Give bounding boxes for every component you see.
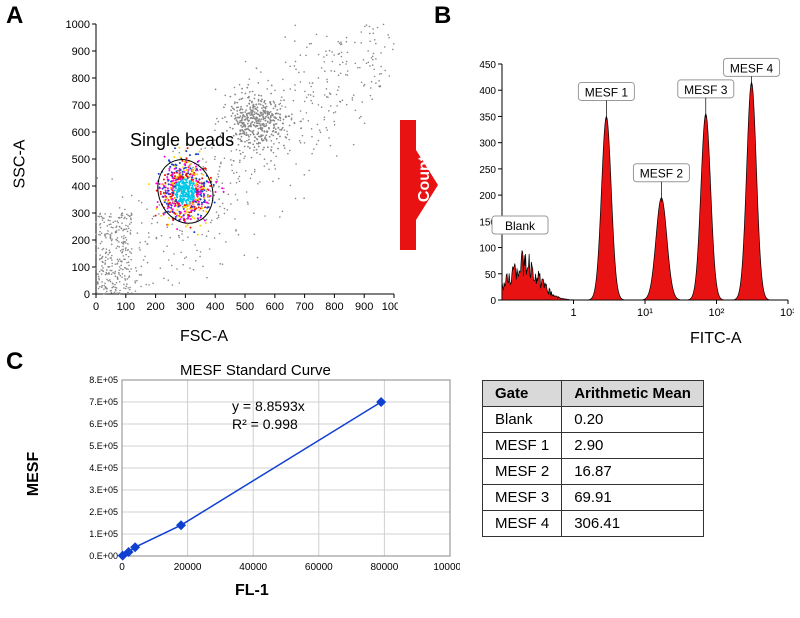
svg-text:450: 450 bbox=[479, 60, 496, 71]
svg-text:MESF 2: MESF 2 bbox=[640, 167, 684, 181]
svg-text:8.E+05: 8.E+05 bbox=[89, 375, 118, 385]
results-table: GateArithmetic MeanBlank0.20MESF 12.90ME… bbox=[482, 380, 704, 537]
table-header: Arithmetic Mean bbox=[562, 381, 704, 407]
svg-text:600: 600 bbox=[266, 301, 284, 313]
table-cell: MESF 4 bbox=[483, 511, 562, 537]
table-cell: 16.87 bbox=[562, 459, 704, 485]
panel-b: 050100150200250300350400450110¹10²10³Bla… bbox=[470, 14, 794, 324]
svg-text:0: 0 bbox=[119, 562, 125, 573]
svg-text:400: 400 bbox=[72, 181, 90, 193]
svg-text:1000: 1000 bbox=[382, 301, 398, 313]
table-cell: 0.20 bbox=[562, 407, 704, 433]
table-row: MESF 216.87 bbox=[483, 459, 704, 485]
svg-text:500: 500 bbox=[236, 301, 254, 313]
svg-text:4.E+05: 4.E+05 bbox=[89, 463, 118, 473]
svg-text:200: 200 bbox=[479, 191, 496, 202]
panel-a-x-axis-label: FSC-A bbox=[180, 328, 228, 346]
svg-text:20000: 20000 bbox=[174, 562, 202, 573]
svg-text:1.E+05: 1.E+05 bbox=[89, 529, 118, 539]
svg-text:350: 350 bbox=[479, 112, 496, 123]
panel-c-y-axis-label: MESF bbox=[25, 452, 43, 496]
svg-text:100000: 100000 bbox=[433, 562, 460, 573]
svg-text:MESF 3: MESF 3 bbox=[684, 83, 728, 97]
panel-a: 0 100 200 300 400 500 600 700 800 900 1000 0 100 200 3… bbox=[58, 18, 398, 318]
svg-text:5.E+05: 5.E+05 bbox=[89, 441, 118, 451]
svg-text:900: 900 bbox=[72, 46, 90, 58]
panel-c-label: C bbox=[6, 348, 23, 376]
svg-text:10¹: 10¹ bbox=[637, 307, 653, 319]
svg-text:10³: 10³ bbox=[780, 307, 794, 319]
panel-a-gate-label: Single beads bbox=[130, 130, 234, 151]
svg-text:200: 200 bbox=[146, 301, 164, 313]
svg-text:3.E+05: 3.E+05 bbox=[89, 485, 118, 495]
svg-text:50: 50 bbox=[485, 270, 497, 281]
svg-text:0: 0 bbox=[490, 296, 496, 307]
table-row: MESF 12.90 bbox=[483, 433, 704, 459]
table-cell: Blank bbox=[483, 407, 562, 433]
svg-text:40000: 40000 bbox=[239, 562, 267, 573]
panel-b-label: B bbox=[434, 2, 451, 30]
svg-text:80000: 80000 bbox=[370, 562, 398, 573]
svg-text:10²: 10² bbox=[709, 307, 725, 319]
svg-text:200: 200 bbox=[72, 235, 90, 247]
svg-text:MESF 4: MESF 4 bbox=[730, 61, 774, 75]
table-cell: MESF 2 bbox=[483, 459, 562, 485]
svg-text:300: 300 bbox=[176, 301, 194, 313]
table-cell: 306.41 bbox=[562, 511, 704, 537]
svg-text:100: 100 bbox=[117, 301, 135, 313]
svg-text:2.E+05: 2.E+05 bbox=[89, 507, 118, 517]
svg-text:1000: 1000 bbox=[66, 19, 90, 31]
arrow-label: Count bbox=[416, 156, 434, 202]
svg-text:100: 100 bbox=[479, 244, 496, 255]
panel-a-label: A bbox=[6, 2, 23, 30]
panel-c-x-axis-label: FL-1 bbox=[235, 582, 269, 600]
table-cell: 2.90 bbox=[562, 433, 704, 459]
panel-b-x-axis-label: FITC-A bbox=[690, 330, 742, 348]
svg-text:Blank: Blank bbox=[505, 219, 536, 233]
svg-text:400: 400 bbox=[206, 301, 224, 313]
table-row: MESF 369.91 bbox=[483, 485, 704, 511]
svg-text:1: 1 bbox=[570, 307, 576, 319]
panel-a-y-axis-label: SSC-A bbox=[11, 140, 29, 189]
svg-text:600: 600 bbox=[72, 127, 90, 139]
table-row: Blank0.20 bbox=[483, 407, 704, 433]
svg-text:800: 800 bbox=[72, 73, 90, 85]
svg-text:300: 300 bbox=[479, 139, 496, 150]
svg-text:6.E+05: 6.E+05 bbox=[89, 419, 118, 429]
svg-text:MESF 1: MESF 1 bbox=[585, 85, 629, 99]
svg-text:300: 300 bbox=[72, 208, 90, 220]
svg-text:500: 500 bbox=[72, 154, 90, 166]
panel-c-r2: R² = 0.998 bbox=[232, 416, 298, 432]
svg-text:0: 0 bbox=[93, 301, 99, 313]
panel-c-title: MESF Standard Curve bbox=[180, 362, 331, 379]
table-row: MESF 4306.41 bbox=[483, 511, 704, 537]
svg-text:250: 250 bbox=[479, 165, 496, 176]
svg-text:0.E+00: 0.E+00 bbox=[89, 551, 118, 561]
svg-text:800: 800 bbox=[325, 301, 343, 313]
table-cell: MESF 3 bbox=[483, 485, 562, 511]
svg-text:900: 900 bbox=[355, 301, 373, 313]
svg-text:60000: 60000 bbox=[305, 562, 333, 573]
svg-text:400: 400 bbox=[479, 86, 496, 97]
svg-text:7.E+05: 7.E+05 bbox=[89, 397, 118, 407]
table-cell: 69.91 bbox=[562, 485, 704, 511]
svg-text:700: 700 bbox=[72, 100, 90, 112]
table-cell: MESF 1 bbox=[483, 433, 562, 459]
panel-c-equation: y = 8.8593x bbox=[232, 398, 305, 414]
table-header: Gate bbox=[483, 381, 562, 407]
svg-text:0: 0 bbox=[84, 289, 90, 301]
svg-text:100: 100 bbox=[72, 262, 90, 274]
svg-text:700: 700 bbox=[295, 301, 313, 313]
